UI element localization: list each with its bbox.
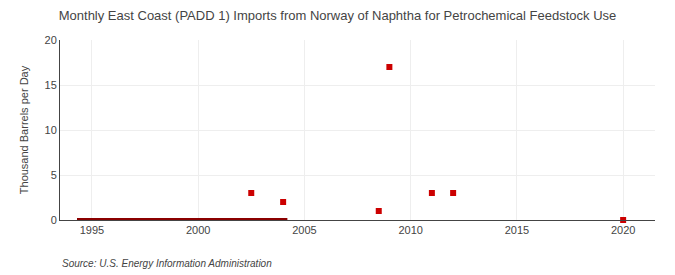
svg-text:2015: 2015 — [505, 224, 529, 236]
svg-text:15: 15 — [45, 79, 57, 91]
svg-text:20: 20 — [45, 34, 57, 46]
svg-text:5: 5 — [51, 169, 57, 181]
svg-text:2020: 2020 — [611, 224, 635, 236]
svg-text:Thousand Barrels per Day: Thousand Barrels per Day — [18, 65, 30, 194]
svg-text:2005: 2005 — [292, 224, 316, 236]
svg-text:2010: 2010 — [398, 224, 422, 236]
svg-text:1995: 1995 — [80, 224, 104, 236]
svg-text:10: 10 — [45, 124, 57, 136]
svg-text:2000: 2000 — [186, 224, 210, 236]
svg-text:Source: U.S. Energy Informatio: Source: U.S. Energy Information Administ… — [62, 258, 272, 269]
svg-text:0: 0 — [51, 214, 57, 226]
svg-text:Monthly East Coast (PADD 1) Im: Monthly East Coast (PADD 1) Imports from… — [59, 8, 617, 23]
